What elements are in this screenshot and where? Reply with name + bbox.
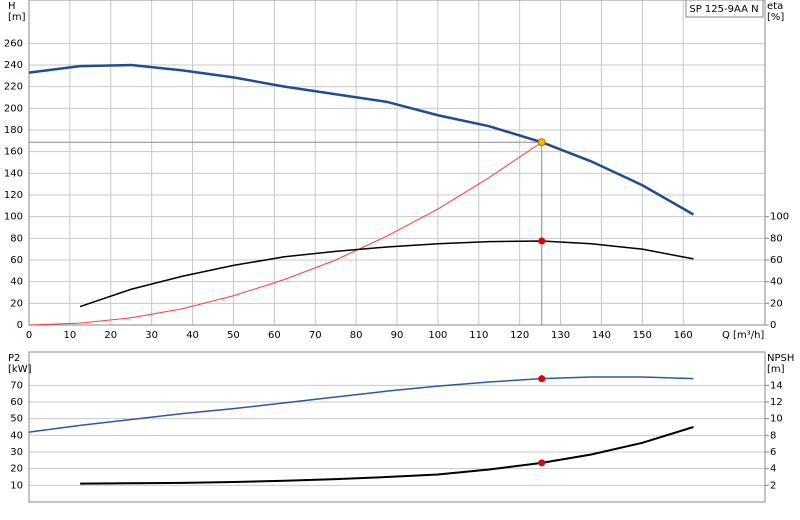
x-axis-label: Q [m³/h]: [722, 330, 764, 341]
y-tick-label: 80: [10, 233, 23, 244]
y-tick-label: 260: [4, 38, 23, 49]
y-tick-label: 220: [4, 82, 23, 93]
operating-point: [537, 138, 546, 147]
x-tick-label: 150: [633, 330, 652, 341]
x-tick-label: 140: [592, 330, 611, 341]
x-tick-label: 90: [391, 330, 404, 341]
y-tick-label: 0: [17, 320, 23, 331]
curve: [28, 141, 543, 326]
y-axis-unit: [m]: [8, 12, 26, 23]
y2-tick-label: 80: [770, 233, 783, 244]
operating-point: [538, 459, 546, 467]
plot-border: [28, 0, 766, 326]
plot-border: [28, 351, 766, 503]
y-tick-label: 50: [10, 414, 23, 425]
y-tick-label: 240: [4, 60, 23, 71]
x-tick-label: 100: [428, 330, 447, 341]
y-axis-label: H: [8, 1, 16, 12]
y2-tick-label: 60: [770, 255, 783, 266]
x-tick-label: 0: [26, 330, 32, 341]
y2-tick-label: 0: [770, 320, 776, 331]
y-tick-label: 10: [10, 480, 23, 491]
y2-tick-label: 14: [770, 380, 783, 391]
y-tick-label: 200: [4, 103, 23, 114]
y-tick-label: 30: [10, 447, 23, 458]
x-tick-label: 60: [268, 330, 281, 341]
y2-tick-label: 6: [770, 447, 776, 458]
y2-axis-label: eta: [767, 1, 783, 12]
y2-tick-label: 100: [770, 212, 789, 223]
x-tick-label: 30: [145, 330, 158, 341]
y-tick-label: 70: [10, 380, 23, 391]
y2-tick-label: 20: [770, 298, 783, 309]
x-tick-label: 50: [227, 330, 240, 341]
chart-title: SP 125-9AA N: [689, 4, 758, 15]
x-tick-label: 70: [309, 330, 322, 341]
curve: [79, 240, 694, 308]
operating-point: [538, 375, 546, 383]
y-tick-label: 100: [4, 212, 23, 223]
y2-tick-label: 8: [770, 430, 776, 441]
y-tick-label: 140: [4, 168, 23, 179]
curve: [80, 426, 694, 485]
x-tick-label: 20: [104, 330, 117, 341]
y-tick-label: 60: [10, 397, 23, 408]
y-tick-label: 120: [4, 190, 23, 201]
curve: [28, 63, 695, 216]
y2-tick-label: 4: [770, 464, 776, 475]
x-tick-label: 10: [64, 330, 77, 341]
y-axis-unit: [kW]: [8, 364, 32, 375]
y2-axis-unit: [%]: [767, 12, 784, 23]
x-tick-label: 80: [350, 330, 363, 341]
y2-axis-unit: [m]: [767, 364, 785, 375]
curve: [28, 376, 694, 433]
y2-tick-label: 40: [770, 277, 783, 288]
y2-tick-label: 10: [770, 414, 783, 425]
x-tick-label: 130: [551, 330, 570, 341]
y-axis-label: P2: [8, 353, 20, 364]
y2-tick-label: 2: [770, 480, 776, 491]
y2-axis-label: NPSH: [767, 353, 794, 364]
y-tick-label: 160: [4, 147, 23, 158]
x-tick-label: 110: [469, 330, 488, 341]
y-tick-label: 180: [4, 125, 23, 136]
plot-area: [28, 351, 766, 503]
y2-tick-label: 12: [770, 397, 783, 408]
y-tick-label: 20: [10, 464, 23, 475]
title-box: [685, 0, 764, 18]
operating-point: [538, 237, 546, 245]
y-tick-label: 60: [10, 255, 23, 266]
x-tick-label: 120: [510, 330, 529, 341]
x-tick-label: 40: [186, 330, 199, 341]
x-tick-label: 160: [674, 330, 693, 341]
y-tick-label: 40: [10, 430, 23, 441]
y-tick-label: 20: [10, 298, 23, 309]
y-tick-label: 40: [10, 277, 23, 288]
